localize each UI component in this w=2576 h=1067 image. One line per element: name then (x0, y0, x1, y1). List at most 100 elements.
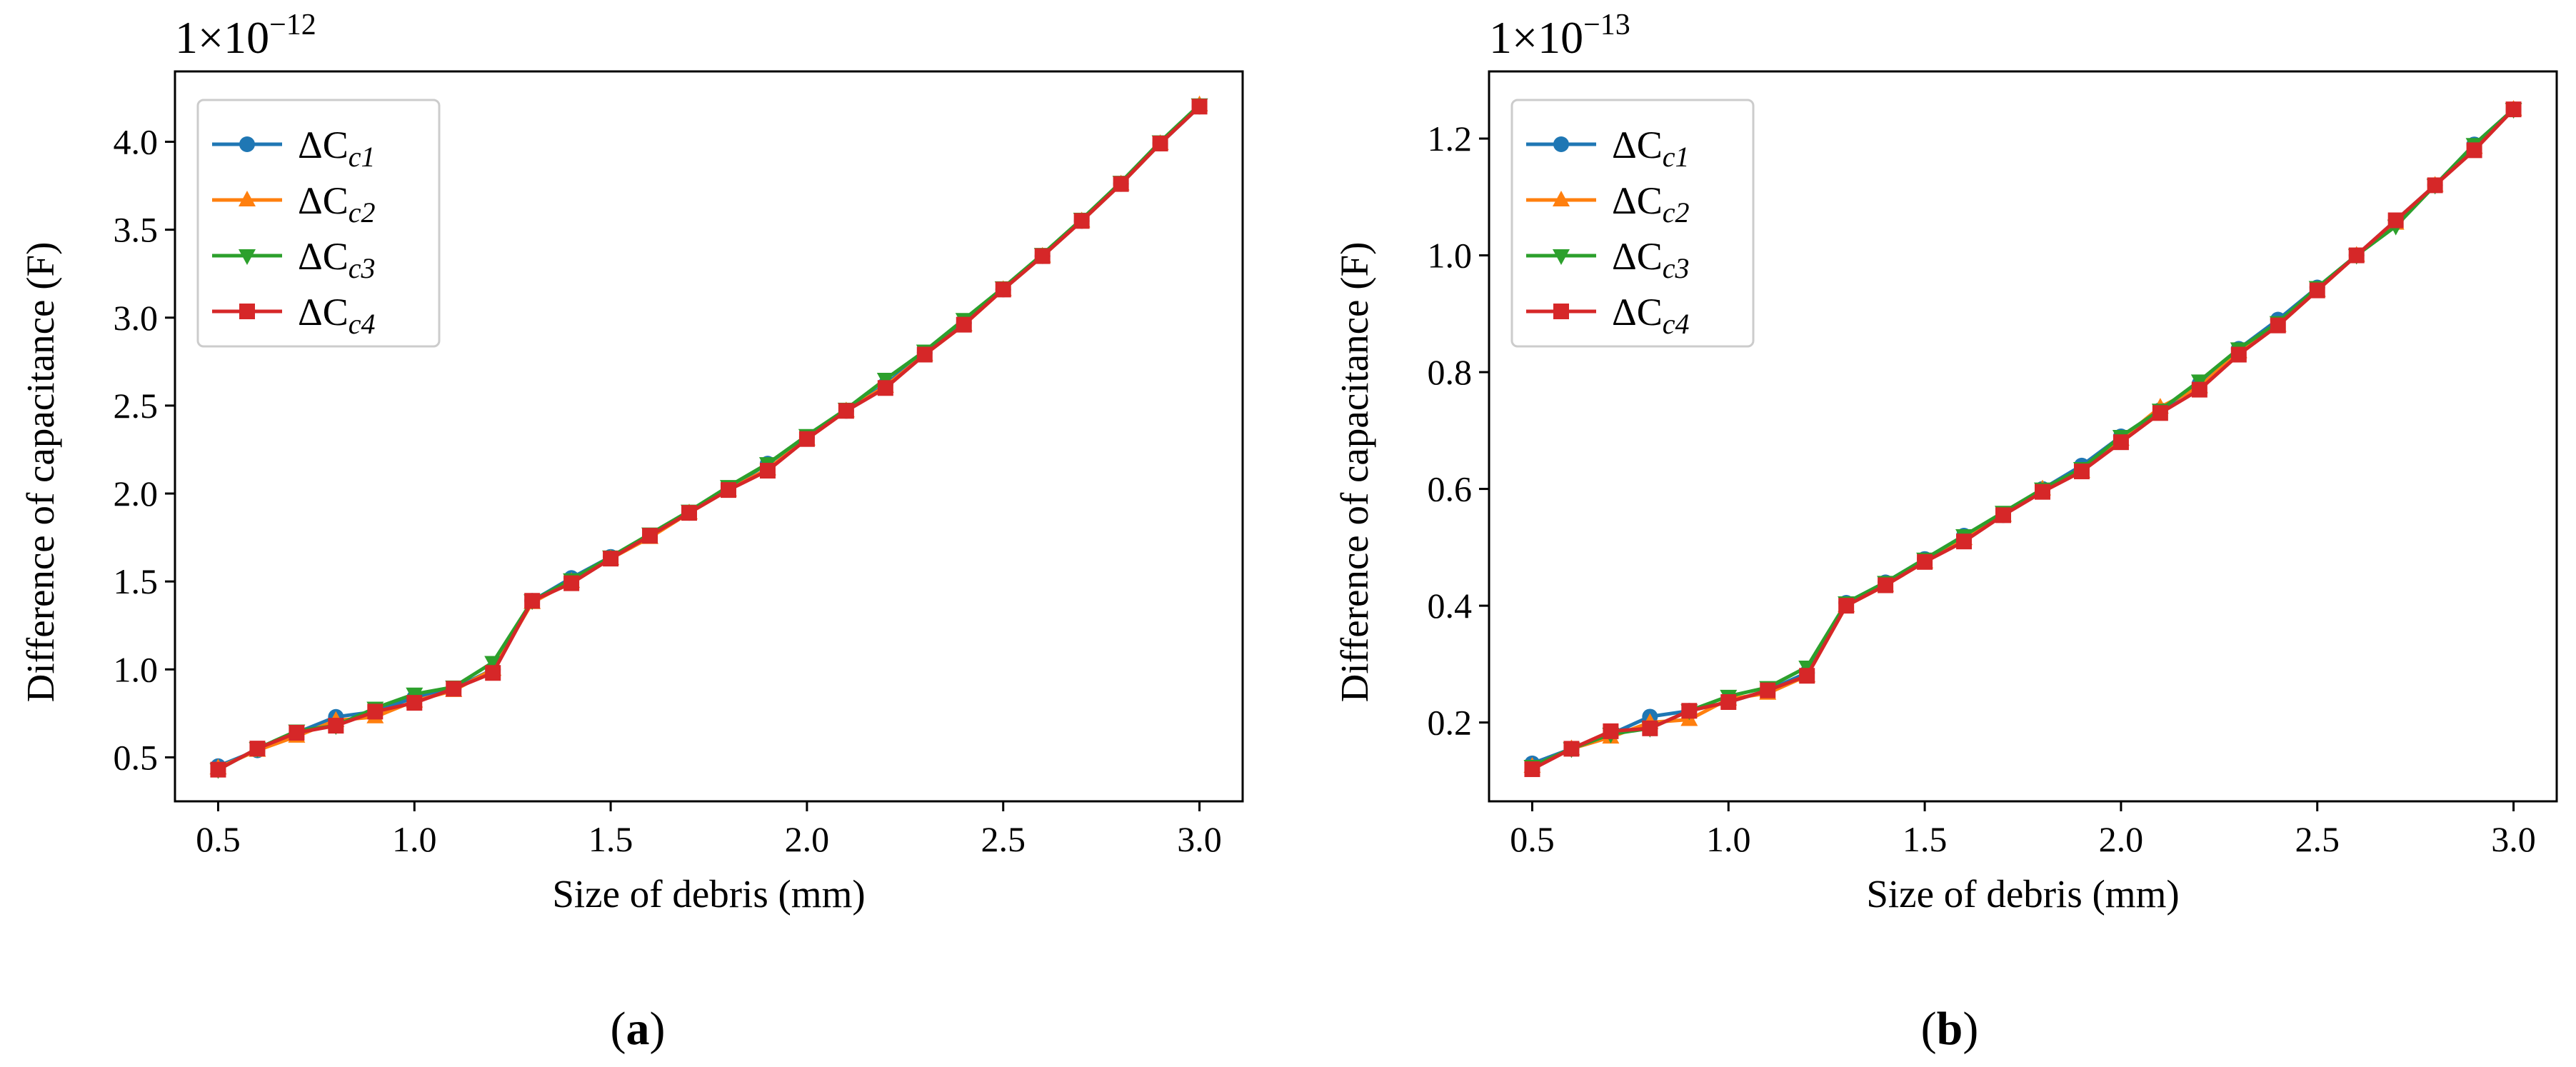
chart-a-legend-subscript-c2: c2 (349, 196, 376, 229)
chart-b-legend-marker-c1 (1553, 136, 1569, 152)
chart-a-series-c4-point (720, 482, 736, 499)
chart-b-x-tick-label: 0.5 (1510, 819, 1555, 859)
chart-a-y-axis-label: Difference of capacitance (F) (19, 242, 62, 703)
chart-b-axes-frame (1488, 70, 2558, 803)
chart-a-series-c4-point (642, 528, 658, 544)
chart-b-legend-name-c2: ΔC (1612, 179, 1663, 222)
chart-a-series-c4-point (1191, 99, 1208, 115)
chart-b-series-c4-point (2309, 282, 2325, 299)
chart-a-legend-marker-c3 (239, 249, 256, 265)
chart-a-legend-label-c1: ΔCc1 (298, 124, 376, 173)
chart-b-series-c4-point (1799, 668, 1815, 684)
chart-a-series-c4-point (916, 346, 933, 363)
chart-b-legend-subscript-c2: c2 (1663, 196, 1690, 229)
chart-b-y-tick-label: 0.2 (1428, 703, 1473, 743)
chart-a-y-tick-label: 1.5 (114, 561, 159, 601)
chart-b-legend-name-c1: ΔC (1612, 124, 1663, 166)
chart-a-series-c4-point (759, 463, 776, 479)
chart-a-y-tick-label: 2.5 (114, 386, 159, 426)
chart-b-series-c4-point (2348, 247, 2365, 264)
chart-a-legend-subscript-c3: c3 (349, 252, 376, 284)
chart-b-series-c4-point (2034, 484, 2050, 500)
chart-a-legend-name-c2: ΔC (298, 179, 349, 222)
chart-b-axis-multiplier: 1×10−13 (1489, 9, 1630, 63)
chart-a-legend-name-c4: ΔC (298, 291, 349, 334)
chart-b-series-c4-point (2270, 317, 2286, 334)
chart-a-legend-label-c2: ΔCc2 (298, 179, 376, 229)
chart-b-y-tick-label: 0.8 (1428, 352, 1473, 392)
chart-a-x-tick-label: 2.5 (981, 819, 1026, 859)
chart-a-x-tick-label: 0.5 (196, 819, 241, 859)
chart-a-series-c4-point (249, 741, 266, 757)
chart-a-series-c4-point (995, 281, 1011, 298)
chart-a-series-c4-point (210, 761, 226, 778)
chart-b-legend-box (1510, 99, 1755, 348)
chart-a-legend-box (196, 99, 441, 348)
chart-b-multiplier-exponent: −13 (1583, 9, 1630, 41)
chart-b-series-c4-point (1878, 577, 1894, 593)
chart-b-series-c4-point (2427, 177, 2443, 194)
chart-b-y-tick-label: 0.4 (1428, 586, 1473, 626)
chart-a-series-c4-point (1152, 135, 1168, 151)
chart-a-multiplier-base: 1×10 (175, 12, 269, 63)
chart-a-series-c4-point (563, 575, 580, 591)
chart-b-series-c4-point (2230, 346, 2247, 363)
chart-b-series-c4-point (1838, 598, 1855, 614)
chart-b-series-c4-point (1956, 534, 1973, 550)
chart-a-legend-label-c3: ΔCc3 (298, 235, 376, 284)
chart-b-legend-marker-c4 (1553, 304, 1569, 319)
chart-a-series-c4-point (367, 703, 384, 720)
chart-a-legend-subscript-c4: c4 (349, 308, 376, 340)
chart-a-series-c4-point (1073, 213, 1090, 229)
chart-a-legend-label-c4: ΔCc4 (298, 291, 376, 340)
chart-a-series-c4-point (956, 316, 972, 333)
chart-a-panel: 0.5 1.0 1.5 2.0 2.5 3.0 0.5 1.0 1.5 2.0 2.5 3.0 3.5 4… (19, 9, 1244, 1055)
chart-b-panel-letter: b (1937, 1003, 1963, 1055)
chart-b-x-tick-label: 2.0 (2099, 819, 2144, 859)
chart-a-x-tick-label: 1.5 (588, 819, 633, 859)
chart-b-legend-subscript-c1: c1 (1663, 141, 1690, 173)
chart-b-x-axis-label: Size of debris (mm) (1866, 872, 2179, 916)
chart-a-series-c4-point (681, 505, 698, 521)
chart-b-legend-label-c2: ΔCc2 (1612, 179, 1690, 229)
chart-b-series-c4-point (2466, 142, 2482, 159)
chart-a-y-tick-label: 0.5 (114, 737, 159, 777)
chart-a-panel-letter: a (626, 1003, 650, 1055)
chart-a-series-c4-point (328, 718, 344, 734)
chart-b-series-c4-point (1524, 761, 1540, 778)
chart-b-x-tick-label: 1.5 (1903, 819, 1948, 859)
chart-b-x-tick-label: 3.0 (2491, 819, 2536, 859)
chart-a-legend-name-c3: ΔC (298, 235, 349, 278)
chart-b-series-c4-point (1563, 741, 1580, 757)
chart-a-series-c4-point (838, 403, 854, 419)
chart-b-legend-name-c3: ΔC (1612, 235, 1663, 278)
chart-b-x-tick-label: 2.5 (2295, 819, 2340, 859)
chart-a-series-c4-point (446, 681, 462, 697)
chart-b-series-c4-point (2387, 212, 2404, 229)
chart-b-legend-subscript-c3: c3 (1663, 252, 1690, 284)
chart-b-legend-marker-c3 (1553, 249, 1570, 265)
chart-a-y-tick-label: 4.0 (114, 122, 159, 162)
chart-a-legend-name-c1: ΔC (298, 124, 349, 166)
chart-b-multiplier-base: 1×10 (1489, 12, 1583, 63)
chart-b-legend-marker-c2 (1553, 191, 1570, 206)
chart-a-series-c4-point (1113, 176, 1129, 192)
chart-b-series-c4-point (1917, 553, 1933, 570)
chart-a-multiplier-exponent: −12 (269, 9, 316, 41)
chart-a-y-tick-label: 3.0 (114, 298, 159, 338)
chart-b-x-tick-label: 1.0 (1706, 819, 1751, 859)
chart-b-series-c4-point (1603, 723, 1619, 739)
chart-b-series-c4-point (2152, 405, 2168, 421)
chart-a-x-tick-label: 2.0 (785, 819, 830, 859)
chart-a-series-c4-point (406, 695, 423, 711)
chart-b-panel: 0.5 1.0 1.5 2.0 2.5 3.0 0.2 0.4 0.6 0.8 1.0 1.2 Size… (1333, 9, 2558, 1055)
chart-a-legend-subscript-c1: c1 (349, 141, 376, 173)
chart-a-axis-multiplier: 1×10−12 (175, 9, 316, 63)
chart-a-axes-frame (174, 70, 1244, 803)
chart-a-series-c4-point (524, 593, 541, 609)
chart-b-panel-label: (b) (1921, 1003, 1979, 1055)
chart-a-y-tick-label: 3.5 (114, 210, 159, 250)
chart-a-x-axis-label: Size of debris (mm) (552, 872, 865, 916)
